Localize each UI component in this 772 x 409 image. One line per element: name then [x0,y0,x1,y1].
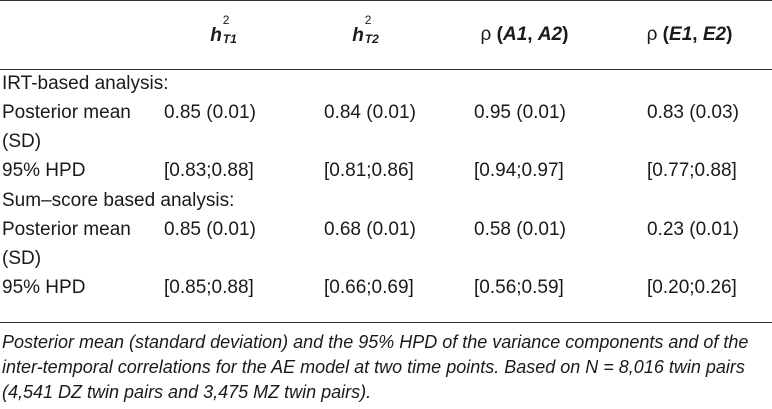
header-superscript: 2 [364,13,372,27]
rho-symbol: ρ [646,23,658,45]
component-a: E1 [669,23,693,45]
separator: , [692,23,703,45]
row-label: 95% HPD [2,160,86,181]
header-h2-t1: h 2 T1 [150,0,282,69]
paren-close: ) [562,23,569,45]
table-footnote: Posterior mean (standard deviation) and … [2,332,749,402]
row-label: Posterior mean (SD) [2,219,131,269]
header-h2-t2: h 2 T2 [282,0,442,69]
table-cell: 0.58 (0.01) [474,219,566,240]
table-cell: [0.83;0.88] [164,160,254,181]
table-cell: [0.20;0.26] [647,277,737,298]
table-cell: [0.66;0.69] [324,277,414,298]
bottom-rule [0,322,772,323]
component-b: E2 [702,23,727,45]
section-row-sum-score: Sum–score based analysis: [0,186,772,215]
table-cell: 0.85 (0.01) [164,219,256,240]
table-cell: 0.95 (0.01) [474,102,566,123]
table-cell: [0.56;0.59] [474,277,564,298]
table-cell: [0.81;0.86] [324,160,414,181]
section-title: Sum–score based analysis: [2,190,235,211]
component-b: A2 [537,23,563,45]
header-empty-cell [0,0,150,69]
row-label: Posterior mean (SD) [2,102,131,152]
table-cell: 0.85 (0.01) [164,102,256,123]
paren-open: ( [657,23,670,45]
table-cell: 0.84 (0.01) [324,102,416,123]
top-rule [0,0,772,1]
table-row: 95% HPD [0.83;0.88] [0.81;0.86] [0.94;0.… [0,156,772,186]
results-table: h 2 T1 h 2 T2 ρ (A1, A2) ρ (E1, E2) IRT-base… [0,0,772,303]
header-subscript: T2 [364,32,379,46]
table-cell: 0.83 (0.03) [647,102,739,123]
header-rule [0,69,772,70]
table-row: Posterior mean (SD) 0.85 (0.01) 0.84 (0.… [0,98,772,156]
separator: , [527,23,538,45]
header-superscript: 2 [222,13,230,27]
header-rho-a1-a2: ρ (A1, A2) [442,0,607,69]
table-cell: [0.85;0.88] [164,277,254,298]
header-subscript: T1 [222,32,237,46]
header-rho-e1-e2: ρ (E1, E2) [607,0,772,69]
table-cell: [0.94;0.97] [474,160,564,181]
section-row-irt: IRT-based analysis: [0,69,772,98]
component-a: A1 [502,23,528,45]
paren-open: ( [491,23,503,45]
rho-symbol: ρ [480,23,492,45]
row-label: 95% HPD [2,277,86,298]
table-row: Posterior mean (SD) 0.85 (0.01) 0.68 (0.… [0,215,772,273]
paren-close: ) [726,23,733,45]
table-cell: 0.23 (0.01) [647,219,739,240]
table-cell: [0.77;0.88] [647,160,737,181]
section-title: IRT-based analysis: [2,73,169,94]
header-row: h 2 T1 h 2 T2 ρ (A1, A2) ρ (E1, E2) [0,0,772,69]
header-h-symbol: h [210,25,222,46]
table-row: 95% HPD [0.85;0.88] [0.66;0.69] [0.56;0.… [0,273,772,303]
header-h-symbol: h [352,25,364,46]
table-cell: 0.68 (0.01) [324,219,416,240]
